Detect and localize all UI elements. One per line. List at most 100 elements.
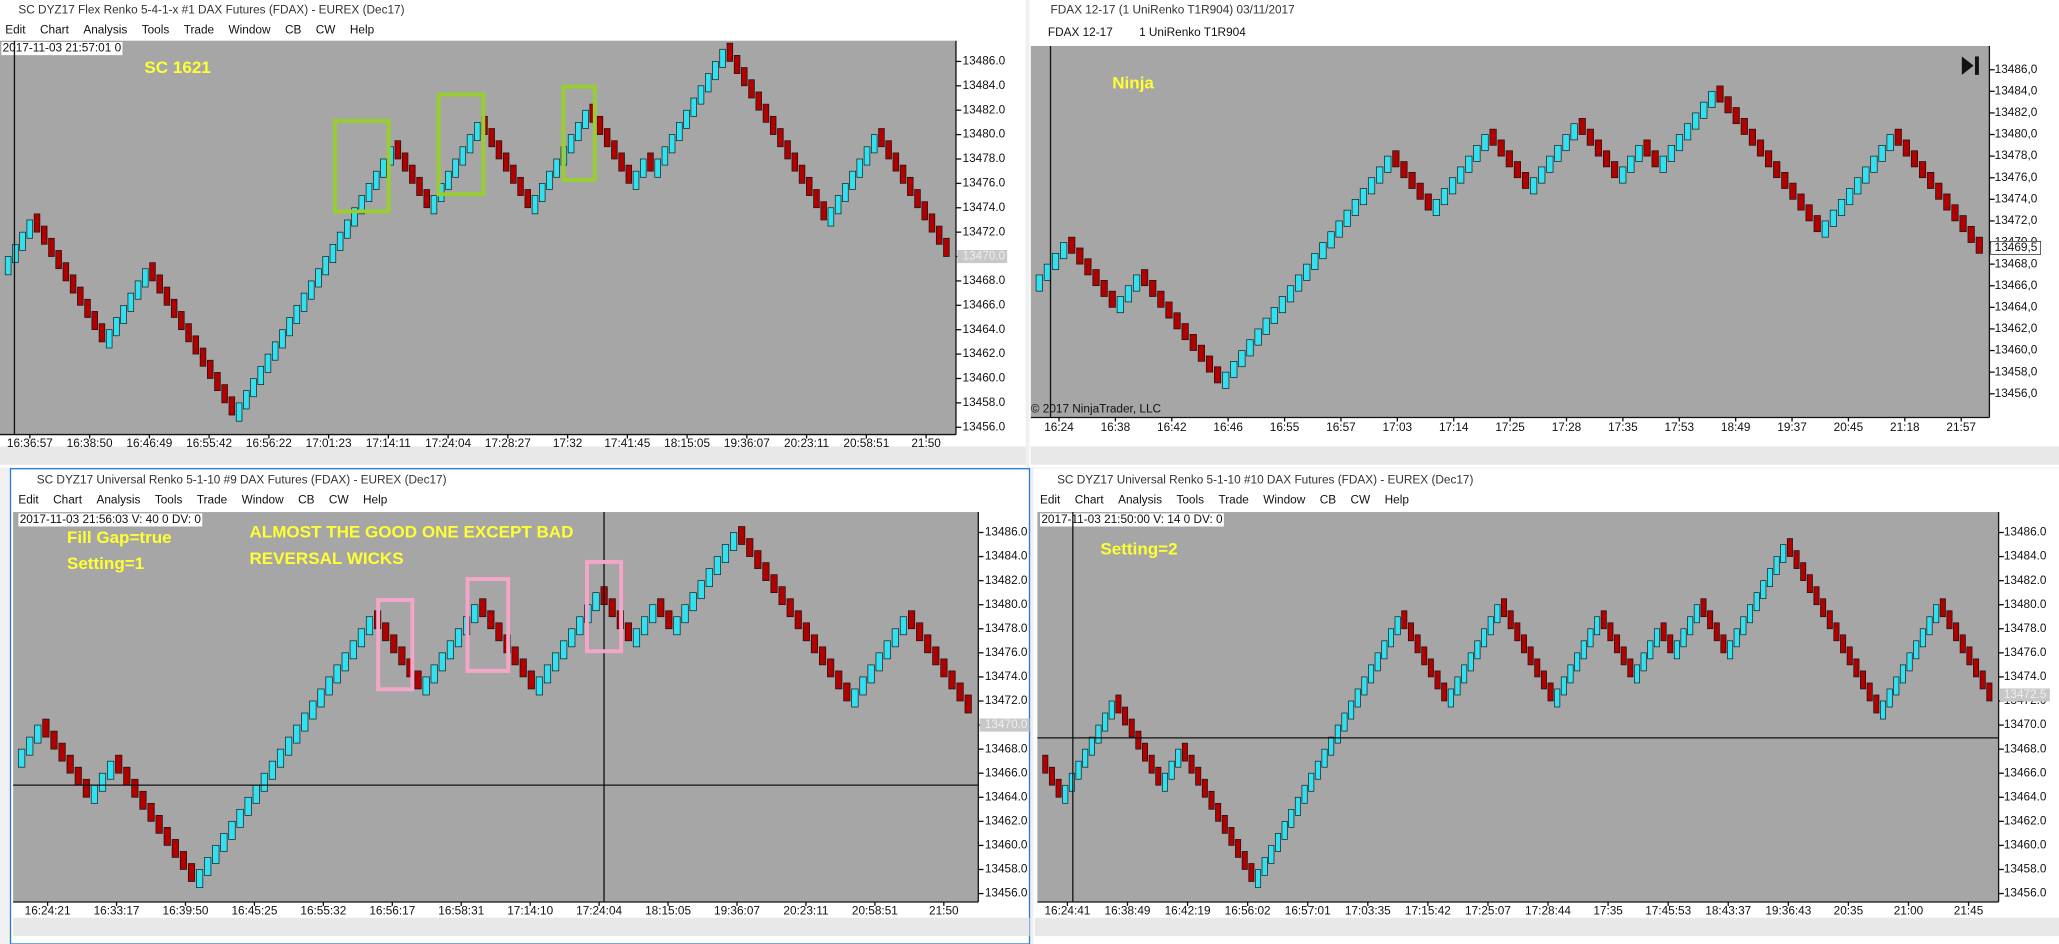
x-tick-label: 20:58:51 — [852, 903, 898, 917]
y-tick-label: 13482.0 — [2004, 573, 2047, 587]
menu-item[interactable]: Tools — [155, 492, 183, 506]
renko-brick — [1720, 634, 1727, 654]
renko-brick — [113, 317, 120, 337]
y-tick-label: 13458.0 — [985, 862, 1028, 876]
menu-item[interactable]: Help — [1385, 492, 1410, 506]
renko-brick — [1756, 139, 1765, 157]
y-tick-label: 13484.0 — [963, 78, 1006, 92]
renko-brick — [596, 115, 604, 135]
renko-brick — [856, 158, 863, 178]
renko-brick — [1866, 682, 1873, 702]
renko-brick — [567, 134, 575, 154]
menu-item[interactable]: Edit — [1040, 492, 1061, 506]
renko-brick — [358, 195, 365, 215]
renko-brick — [1635, 144, 1643, 162]
menu-item[interactable]: Window — [229, 22, 271, 36]
renko-brick — [163, 827, 171, 846]
menu-item[interactable]: Trade — [184, 22, 215, 36]
renko-brick — [1489, 128, 1497, 146]
scrollbar[interactable] — [1034, 917, 2059, 937]
renko-brick — [1716, 85, 1724, 103]
menu-item[interactable]: Window — [242, 492, 284, 506]
scrollbar[interactable] — [1030, 446, 2059, 465]
menu-item[interactable]: Trade — [197, 492, 228, 506]
toolbar-item[interactable]: 1 UniRenko T1R904 — [1139, 25, 1246, 39]
menu-item[interactable]: Window — [1263, 492, 1305, 506]
renko-brick — [1886, 688, 1893, 708]
y-tick-label: 13470.0 — [2004, 717, 2047, 731]
y-tick-label: 13476.0 — [2004, 645, 2047, 659]
renko-brick — [1667, 144, 1675, 162]
menu-item[interactable]: Chart — [1075, 492, 1105, 506]
renko-brick — [1973, 658, 1980, 678]
renko-brick — [1157, 290, 1165, 308]
renko-brick — [1295, 274, 1303, 292]
renko-brick — [1733, 628, 1740, 648]
last-price-box — [1990, 241, 2041, 255]
menu-item[interactable]: Tools — [142, 22, 170, 36]
menu-item[interactable]: Chart — [53, 492, 83, 506]
renko-brick — [1367, 177, 1376, 195]
renko-brick — [1214, 366, 1222, 384]
renko-brick — [50, 730, 58, 750]
renko-brick — [1562, 134, 1570, 152]
menu-item[interactable]: Analysis — [83, 22, 127, 36]
renko-brick — [1684, 123, 1692, 141]
renko-brick — [603, 128, 611, 148]
y-tick-label: 13468,0 — [1995, 256, 2038, 270]
renko-brick — [892, 152, 900, 172]
renko-brick — [390, 634, 398, 654]
menu-item[interactable]: Tools — [1176, 492, 1204, 506]
renko-brick — [1527, 646, 1534, 666]
x-tick-label: 17:24:04 — [425, 436, 471, 450]
toolbar-item[interactable]: FDAX 12-17 — [1048, 25, 1113, 39]
renko-brick — [1268, 845, 1275, 864]
x-tick-label: 21:57 — [1946, 420, 1976, 434]
menu-item[interactable]: CB — [1320, 492, 1337, 506]
renko-brick — [546, 170, 553, 190]
scrollbar[interactable] — [13, 917, 1030, 937]
renko-brick — [1693, 604, 1700, 624]
menu-item[interactable]: Analysis — [1118, 492, 1162, 506]
jump-icon[interactable] — [1974, 56, 1979, 75]
renko-brick — [55, 250, 62, 270]
menu-item[interactable]: Trade — [1218, 492, 1249, 506]
renko-brick — [1653, 628, 1660, 648]
renko-brick — [1384, 155, 1392, 173]
menu-item[interactable]: CW — [329, 492, 350, 506]
annotation: ALMOST THE GOOD ONE EXCEPT BAD — [249, 523, 573, 542]
renko-brick — [524, 189, 531, 209]
renko-brick — [863, 146, 871, 166]
menu-item[interactable]: CB — [298, 492, 315, 506]
menu-item[interactable]: Edit — [5, 22, 26, 36]
renko-brick — [741, 67, 748, 87]
scrollbar[interactable] — [0, 446, 1026, 465]
menu-item[interactable]: Analysis — [96, 492, 140, 506]
renko-brick — [1122, 706, 1129, 726]
renko-brick — [1727, 640, 1734, 660]
renko-brick — [1966, 646, 1973, 666]
x-tick-label: 16:24:21 — [25, 903, 71, 917]
renko-brick — [1351, 199, 1359, 216]
x-tick-label: 20:23:11 — [783, 903, 828, 917]
menu-item[interactable]: Chart — [40, 22, 70, 36]
renko-brick — [1115, 694, 1122, 714]
renko-brick — [1374, 652, 1381, 672]
renko-brick — [149, 262, 156, 282]
renko-brick — [236, 808, 244, 828]
y-tick-label: 13484,0 — [1995, 83, 2038, 97]
menu-item[interactable]: Help — [363, 492, 388, 506]
menu-item[interactable]: Help — [350, 22, 375, 36]
jump-icon[interactable] — [1961, 56, 1974, 75]
menu-item[interactable]: CB — [285, 22, 302, 36]
renko-brick — [1979, 670, 1986, 690]
renko-brick — [1255, 869, 1262, 888]
renko-brick — [665, 610, 673, 630]
menu-item[interactable]: CW — [316, 22, 337, 36]
menu-item[interactable]: Edit — [18, 492, 39, 506]
renko-brick — [1281, 821, 1288, 840]
renko-brick — [899, 616, 908, 636]
y-tick-label: 13458.0 — [2004, 862, 2047, 876]
menu-item[interactable]: CW — [1351, 492, 1372, 506]
renko-brick — [1687, 616, 1694, 636]
